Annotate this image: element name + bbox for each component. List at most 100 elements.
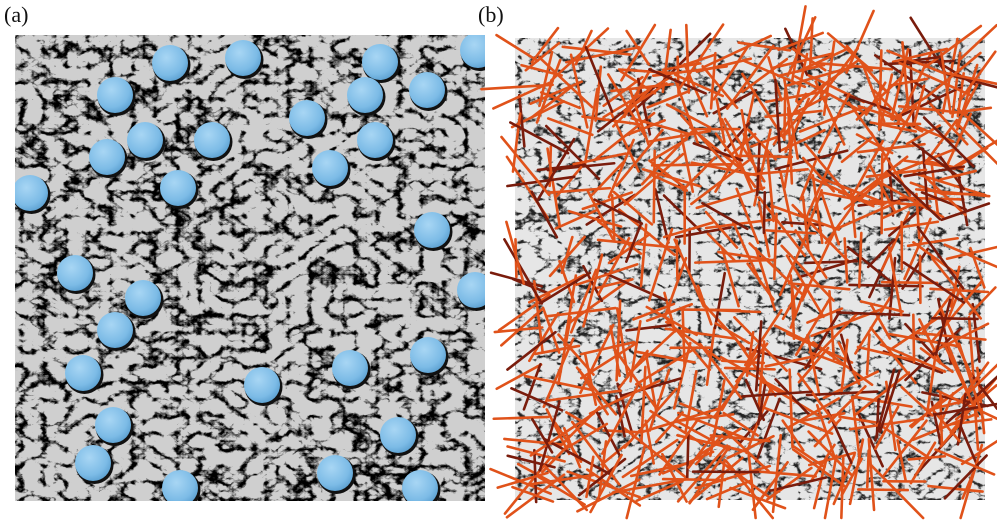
- fibre: [648, 129, 712, 143]
- fibre: [533, 344, 581, 356]
- fibre: [774, 378, 811, 416]
- fibre: [903, 217, 932, 281]
- fibre: [794, 229, 828, 280]
- fibre: [624, 119, 666, 137]
- fibre: [779, 128, 826, 153]
- fibre: [555, 165, 583, 198]
- fibre: [952, 146, 989, 171]
- fibre: [679, 133, 695, 193]
- fibre: [538, 50, 554, 108]
- fibre: [701, 34, 773, 69]
- fibre: [546, 306, 617, 318]
- fibre: [817, 92, 851, 154]
- fibre: [847, 101, 875, 138]
- particle: [75, 445, 111, 481]
- fibre: [741, 57, 789, 94]
- fibre: [509, 121, 570, 155]
- fibre: [857, 105, 902, 122]
- fibre: [826, 32, 874, 72]
- fibre: [602, 75, 644, 108]
- fibre: [597, 236, 631, 296]
- fibre: [907, 454, 947, 461]
- fibre: [911, 141, 962, 179]
- fibre: [722, 411, 760, 437]
- fibre: [503, 457, 552, 515]
- fibre: [843, 237, 849, 284]
- fibre: [663, 256, 688, 319]
- fibre: [612, 346, 657, 408]
- fibre: [606, 73, 647, 139]
- fibre: [680, 114, 732, 171]
- fibre: [585, 455, 595, 499]
- fibre: [891, 47, 949, 64]
- fibre: [578, 368, 609, 416]
- fibre: [543, 464, 589, 512]
- fibre: [901, 41, 910, 109]
- particle: [414, 212, 450, 248]
- fibre: [756, 384, 767, 426]
- fibre: [748, 242, 803, 296]
- fibre: [922, 173, 967, 217]
- particle: [457, 272, 485, 308]
- particle: [57, 255, 93, 291]
- fibre: [956, 107, 997, 147]
- fibre: [768, 476, 828, 493]
- fibre: [848, 438, 865, 506]
- fibre: [715, 98, 726, 144]
- fibre: [765, 148, 775, 223]
- fibre: [672, 341, 692, 410]
- fibre: [649, 173, 689, 192]
- fibre: [607, 232, 651, 265]
- fibre: [505, 220, 526, 285]
- fibre: [566, 470, 641, 499]
- fibre: [877, 49, 883, 132]
- fibre: [881, 200, 920, 220]
- fibre: [774, 149, 849, 171]
- fibre: [774, 78, 782, 153]
- particle: [97, 312, 133, 348]
- fibre: [639, 223, 648, 288]
- panel-a: [15, 35, 485, 501]
- fibre: [673, 238, 706, 308]
- fibre: [492, 415, 550, 421]
- fibre: [601, 385, 639, 455]
- fibre: [576, 478, 641, 513]
- fibre: [793, 75, 868, 115]
- fibre: [971, 302, 981, 363]
- fibre: [713, 271, 727, 330]
- particle: [317, 455, 353, 491]
- fibre: [957, 173, 969, 227]
- fibre: [746, 262, 775, 301]
- fibre: [783, 133, 795, 189]
- fibre: [790, 5, 807, 83]
- fibre: [940, 202, 991, 222]
- fibre: [529, 411, 596, 457]
- fibre: [517, 93, 526, 148]
- fibre: [852, 395, 913, 408]
- fibre: [969, 246, 986, 289]
- particle: [95, 407, 131, 443]
- fibre: [912, 84, 926, 127]
- fibre: [850, 395, 861, 459]
- fibre: [820, 191, 885, 207]
- fibre: [549, 27, 610, 82]
- fibre: [496, 471, 549, 489]
- fibre: [618, 349, 649, 389]
- fibre: [805, 390, 879, 397]
- fibre: [916, 225, 965, 290]
- fibre: [878, 369, 901, 434]
- fibre: [838, 415, 882, 425]
- fibre: [665, 103, 712, 129]
- fibre: [529, 80, 583, 105]
- fibre: [820, 193, 841, 246]
- fibre: [788, 397, 841, 429]
- particle: [152, 45, 188, 81]
- fibre: [932, 322, 990, 353]
- fibre: [740, 109, 751, 155]
- fibre: [604, 272, 667, 302]
- fibre: [949, 418, 993, 426]
- fibre: [957, 342, 985, 421]
- fibre: [865, 168, 928, 179]
- fibre: [535, 58, 562, 124]
